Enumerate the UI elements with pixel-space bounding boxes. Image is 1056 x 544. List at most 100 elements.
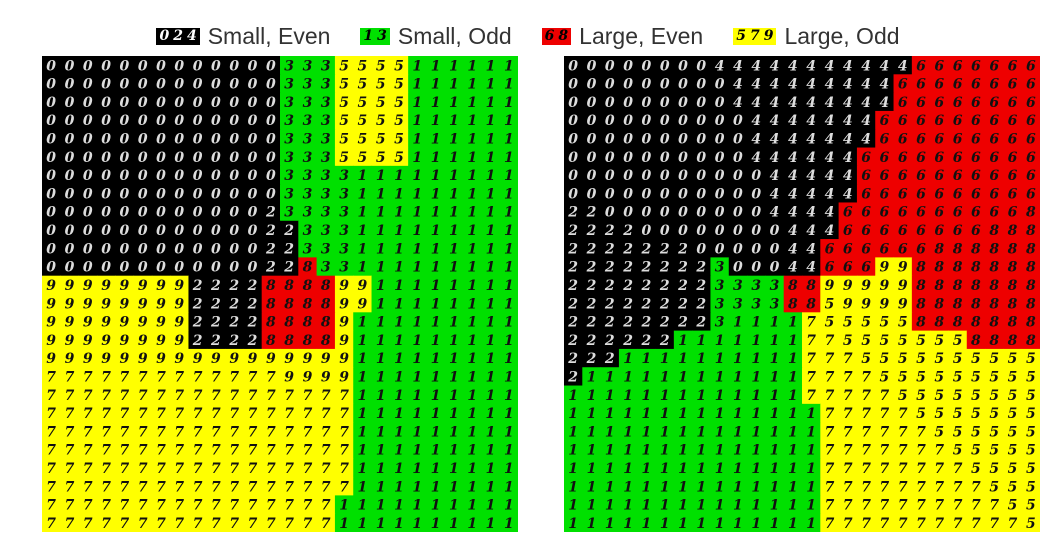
grid-cell	[710, 458, 730, 478]
grid-cell-digit: 0	[193, 223, 203, 239]
grid-cell	[911, 129, 931, 149]
grid-cell	[802, 184, 821, 203]
grid-cell	[692, 477, 711, 496]
grid-cell-digit: 0	[715, 77, 725, 93]
grid-cell	[463, 294, 482, 313]
grid-cell	[225, 165, 244, 185]
grid-cell-digit: 0	[46, 113, 56, 129]
grid-cell-digit: 8	[953, 260, 963, 276]
grid-cell	[728, 74, 748, 94]
grid-cell	[765, 385, 785, 405]
grid-cell-digit: 2	[695, 260, 706, 276]
grid-cell-digit: 1	[733, 370, 743, 386]
grid-cell-digit: 0	[696, 241, 706, 257]
grid-cell	[930, 385, 949, 405]
grid-cell-digit: 7	[861, 479, 871, 495]
grid-cell-digit: 1	[431, 424, 441, 440]
grid-cell-digit: 1	[642, 370, 652, 386]
grid-cell-digit: 0	[83, 58, 93, 74]
grid-cell-digit: 8	[303, 260, 313, 276]
grid-cell	[408, 184, 427, 203]
grid-cell	[188, 147, 208, 167]
grid-cell-digit: 0	[733, 260, 743, 276]
grid-cell-digit: 0	[138, 58, 148, 74]
grid-cell-digit: 7	[861, 406, 871, 422]
grid-cell-digit: 7	[825, 333, 835, 349]
grid-cell	[408, 220, 427, 240]
grid-cell	[838, 165, 858, 185]
grid-cell-digit: 7	[880, 479, 890, 495]
grid-cell	[261, 147, 281, 167]
grid-cell-digit: 1	[715, 516, 725, 532]
grid-cell-digit: 2	[659, 315, 670, 331]
grid-cell-digit: 6	[880, 150, 890, 166]
grid-cell	[1003, 184, 1023, 203]
grid-cell-digit: 8	[303, 315, 313, 331]
grid-cell-digit: 6	[916, 205, 926, 221]
legend-label-large-even: Large, Even	[579, 22, 704, 49]
grid-cell-digit: 6	[934, 186, 944, 202]
grid-cell-digit: 7	[83, 370, 93, 386]
grid-cell-digit: 2	[283, 241, 294, 257]
grid-cell	[673, 165, 693, 185]
grid-cell-digit: 7	[174, 461, 184, 477]
grid-cell-digit: 7	[211, 479, 221, 495]
grid-cell	[618, 56, 638, 75]
grid-cell	[225, 403, 244, 423]
grid-cell	[426, 239, 446, 258]
grid-cell-digit: 0	[156, 150, 166, 166]
grid-cell-digit: 1	[431, 241, 441, 257]
grid-cell	[353, 458, 373, 478]
grid-cell	[948, 312, 968, 332]
grid-cell	[389, 92, 409, 112]
grid-cell	[133, 403, 153, 423]
grid-cell	[692, 330, 711, 350]
grid-cell-digit: 4	[825, 113, 835, 129]
grid-cell	[499, 220, 518, 240]
grid-cell-digit: 0	[229, 95, 239, 111]
grid-cell-digit: 7	[120, 516, 130, 532]
grid-cell	[1021, 403, 1040, 423]
grid-cell-digit: 1	[696, 516, 706, 532]
grid-cell	[115, 330, 135, 350]
grid-cell-digit: 4	[861, 132, 871, 148]
grid-cell	[280, 458, 299, 478]
grid-cell	[655, 239, 675, 258]
grid-cell	[1021, 220, 1040, 240]
grid-cell-digit: 0	[65, 150, 75, 166]
grid-cell	[783, 422, 803, 441]
grid-cell-digit: 4	[788, 77, 798, 93]
grid-cell-digit: 1	[642, 388, 652, 404]
grid-cell-digit: 8	[1026, 315, 1036, 331]
legend-swatch-small-even: 0 2 4	[156, 27, 200, 45]
grid-cell	[280, 257, 299, 277]
grid-cell	[692, 440, 711, 460]
grid-cell-digit: 7	[193, 443, 203, 459]
grid-cell	[243, 129, 263, 149]
grid-cell-digit: 0	[660, 113, 670, 129]
grid-cell-digit: 0	[660, 223, 670, 239]
grid-cell	[673, 56, 693, 75]
grid-cell-digit: 1	[733, 315, 743, 331]
grid-cell	[582, 294, 602, 313]
grid-cell	[444, 74, 464, 94]
grid-cell	[353, 129, 373, 149]
grid-cell-digit: 1	[376, 516, 386, 532]
grid-cell-digit: 0	[660, 58, 670, 74]
grid-cell	[225, 92, 244, 112]
grid-cell	[637, 220, 657, 240]
grid-cell-digit: 1	[751, 498, 761, 514]
grid-cell	[1003, 477, 1023, 496]
grid-cell	[728, 110, 748, 130]
grid-cell-digit: 2	[622, 278, 633, 294]
grid-cell	[96, 348, 116, 368]
grid-cell-digit: 1	[788, 315, 798, 331]
grid-cell	[426, 513, 446, 532]
grid-cell-digit: 9	[120, 278, 130, 294]
grid-cell	[353, 367, 373, 387]
grid-cell	[499, 403, 518, 423]
grid-cell-digit: 5	[861, 351, 871, 367]
grid-cell-digit: 6	[1008, 186, 1018, 202]
grid-cell	[802, 440, 821, 460]
grid-cell	[673, 257, 693, 277]
